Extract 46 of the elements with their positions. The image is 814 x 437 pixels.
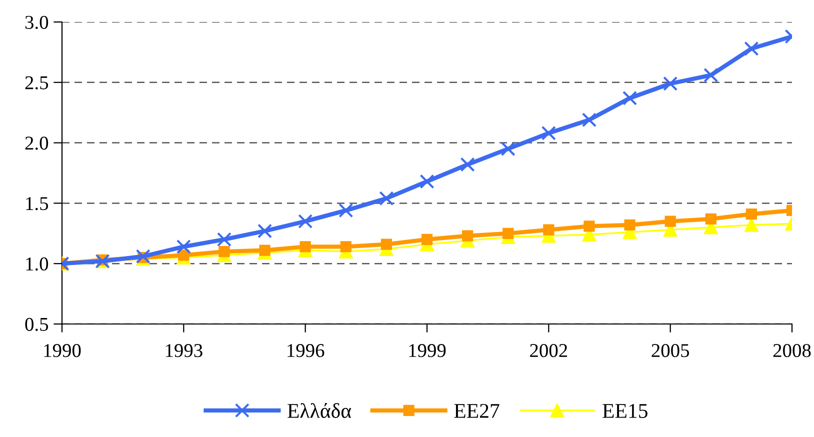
legend-label: Ελλάδα [288, 403, 352, 418]
x-tick-label: 2005 [652, 344, 690, 358]
point [176, 239, 191, 254]
y-tick-label: 1.0 [26, 257, 48, 271]
x-tick-label: 2002 [530, 344, 568, 358]
x-tick-label: 1999 [409, 344, 446, 358]
point [744, 218, 758, 232]
point [218, 246, 230, 258]
point [340, 241, 352, 252]
point [704, 68, 718, 82]
x-tick-label: 2008 [773, 344, 811, 358]
point [300, 241, 311, 252]
point [462, 230, 474, 242]
legend-label: ΕΕ15 [602, 404, 648, 418]
point [460, 157, 475, 172]
point [500, 142, 516, 156]
y-tick-label: 1.5 [26, 197, 48, 210]
y-tick-label: 3.0 [25, 16, 48, 30]
x-tick-label: 1993 [166, 344, 202, 358]
point [421, 234, 433, 245]
x-tick-label: 1996 [288, 344, 324, 358]
point [379, 191, 394, 206]
y-tick-label: 2.0 [25, 136, 48, 150]
point [543, 224, 554, 236]
y-tick-label: 0.5 [25, 318, 48, 332]
point [338, 203, 354, 218]
point [744, 41, 759, 56]
point [380, 238, 392, 250]
x-tick-label: 1990 [44, 344, 81, 358]
point [622, 90, 638, 106]
point [541, 126, 556, 140]
y-tick-label: 2.5 [25, 76, 48, 90]
point [705, 213, 716, 224]
legend-label: ΕΕ27 [454, 404, 500, 418]
point [298, 214, 313, 229]
point [420, 174, 434, 189]
point [584, 220, 595, 232]
point [663, 76, 678, 91]
point [257, 224, 272, 238]
point [502, 228, 514, 239]
point [259, 244, 270, 256]
point [624, 219, 636, 230]
point [216, 232, 232, 247]
point [582, 112, 597, 128]
point [746, 208, 757, 220]
point [664, 216, 676, 227]
